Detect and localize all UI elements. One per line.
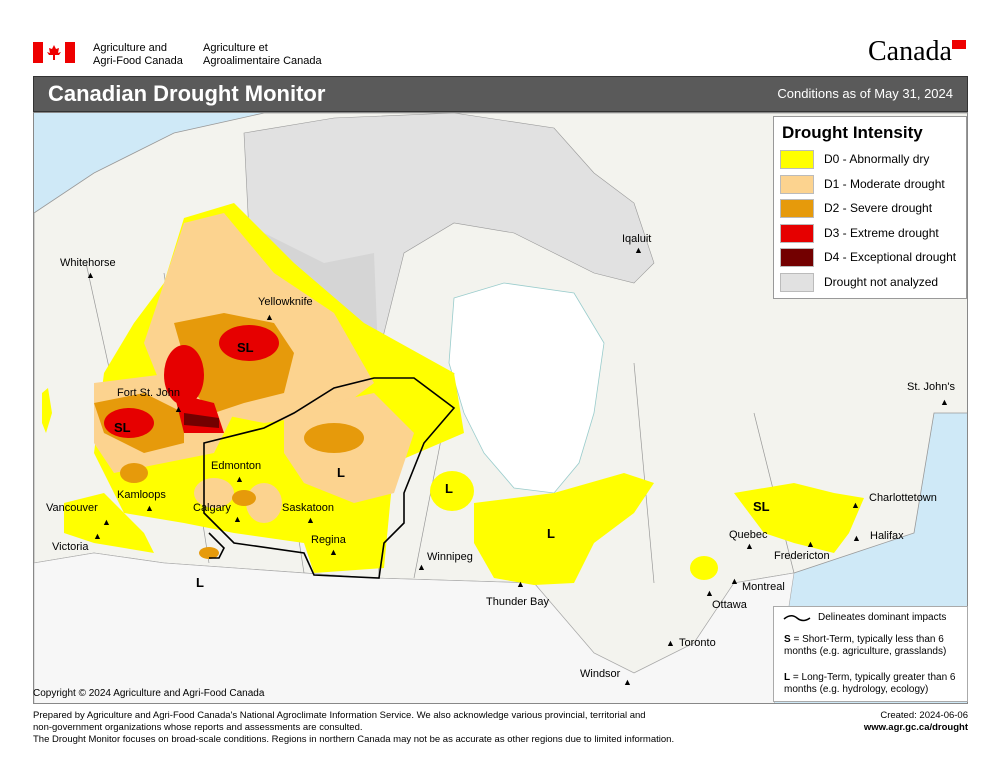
hudson-bay bbox=[448, 282, 605, 494]
city-label-yellowknife: Yellowknife bbox=[258, 296, 313, 308]
city-label-victoria: Victoria bbox=[52, 541, 89, 553]
legend-item-not-analyzed: Drought not analyzed bbox=[780, 273, 960, 293]
city-label-winnipeg: Winnipeg bbox=[427, 551, 473, 563]
city-label-halifax: Halifax bbox=[870, 530, 904, 542]
city-label-iqaluit: Iqaluit bbox=[622, 233, 652, 245]
city-label-vancouver: Vancouver bbox=[46, 502, 98, 514]
title-bar: Canadian Drought Monitor Conditions as o… bbox=[33, 76, 968, 112]
city-marker-icon: ▲ bbox=[174, 404, 183, 414]
legend-item-d3: D3 - Extreme drought bbox=[780, 224, 960, 244]
wordmark-flag-icon bbox=[952, 40, 966, 49]
impact-label-sl-maritimes: SL bbox=[753, 499, 770, 514]
impact-line-icon bbox=[783, 615, 811, 622]
drought-map bbox=[33, 112, 968, 704]
city-marker-icon: ▲ bbox=[730, 576, 739, 586]
city-label-edmonton: Edmonton bbox=[211, 460, 262, 472]
legend-swatch bbox=[780, 175, 814, 194]
city-marker-icon: ▲ bbox=[145, 503, 154, 513]
city-marker-icon: ▲ bbox=[851, 500, 860, 510]
city-label-saskatoon: Saskatoon bbox=[282, 502, 334, 514]
city-marker-icon: ▲ bbox=[806, 539, 815, 549]
city-marker-icon: ▲ bbox=[265, 312, 274, 322]
city-marker-icon: ▲ bbox=[417, 562, 426, 572]
city-marker-icon: ▲ bbox=[516, 579, 525, 589]
legend-label: D2 - Severe drought bbox=[824, 201, 933, 215]
impact-line-label: Delineates dominant impacts bbox=[818, 612, 947, 623]
legend-label: Drought not analyzed bbox=[824, 275, 939, 289]
org-name-en: Agriculture and Agri-Food Canada bbox=[93, 42, 183, 67]
city-marker-icon: ▲ bbox=[93, 531, 102, 541]
city-label-whitehorse: Whitehorse bbox=[60, 257, 116, 269]
city-label-quebec: Quebec bbox=[729, 529, 768, 541]
city-marker-icon: ▲ bbox=[329, 547, 338, 557]
impact-label-sl-nwt: SL bbox=[237, 340, 254, 355]
legend-item-d2: D2 - Severe drought bbox=[780, 199, 960, 219]
impact-label-l-manitoba: L bbox=[445, 481, 453, 496]
conditions-date: Conditions as of May 31, 2024 bbox=[777, 86, 953, 101]
city-label-fort-st-john: Fort St. John bbox=[117, 387, 180, 399]
page-title: Canadian Drought Monitor bbox=[48, 81, 326, 106]
short-term-note: S = Short-Term, typically less than 6 mo… bbox=[784, 634, 947, 657]
legend-item-d1: D1 - Moderate drought bbox=[780, 175, 960, 195]
impact-label-l-ontario: L bbox=[547, 526, 555, 541]
city-label-thunder-bay: Thunder Bay bbox=[486, 596, 549, 608]
footer-text: Prepared by Agriculture and Agri-Food Ca… bbox=[33, 710, 675, 745]
city-label-toronto: Toronto bbox=[679, 637, 716, 649]
city-marker-icon: ▲ bbox=[940, 397, 949, 407]
canada-wordmark: Canada bbox=[868, 36, 952, 67]
legend-label: D4 - Exceptional drought bbox=[824, 250, 957, 264]
canada-flag-icon bbox=[33, 42, 75, 63]
notes-box: Delineates dominant impacts S = Short-Te… bbox=[773, 606, 968, 702]
legend-label: D0 - Abnormally dry bbox=[824, 152, 930, 166]
city-marker-icon: ▲ bbox=[666, 638, 675, 648]
city-label-regina: Regina bbox=[311, 534, 346, 546]
city-marker-icon: ▲ bbox=[102, 517, 111, 527]
legend-swatch bbox=[780, 248, 814, 267]
created-date: Created: 2024-06-06 bbox=[880, 710, 968, 721]
legend-swatch bbox=[780, 150, 814, 169]
drought-url[interactable]: www.agr.gc.ca/drought bbox=[863, 722, 968, 733]
city-marker-icon: ▲ bbox=[235, 474, 244, 484]
legend-item-d4: D4 - Exceptional drought bbox=[780, 248, 960, 268]
usa-landmass bbox=[34, 552, 795, 703]
city-marker-icon: ▲ bbox=[852, 533, 861, 543]
impact-label-l-southbc: L bbox=[196, 575, 204, 590]
org-name-fr: Agriculture et Agroalimentaire Canada bbox=[203, 42, 322, 67]
city-label-ottawa: Ottawa bbox=[712, 599, 747, 611]
city-marker-icon: ▲ bbox=[745, 541, 754, 551]
legend-label: D1 - Moderate drought bbox=[824, 177, 945, 191]
copyright: Copyright © 2024 Agriculture and Agri-Fo… bbox=[33, 688, 265, 699]
legend-swatch bbox=[780, 224, 814, 243]
legend-label: D3 - Extreme drought bbox=[824, 226, 939, 240]
city-label-windsor: Windsor bbox=[580, 668, 621, 680]
city-marker-icon: ▲ bbox=[306, 515, 315, 525]
city-marker-icon: ▲ bbox=[233, 514, 242, 524]
city-marker-icon: ▲ bbox=[705, 588, 714, 598]
city-label-montreal: Montreal bbox=[742, 581, 785, 593]
legend-swatch bbox=[780, 199, 814, 218]
city-label-st-johns: St. John's bbox=[907, 381, 955, 393]
legend-item-d0: D0 - Abnormally dry bbox=[780, 150, 960, 170]
city-label-fredericton: Fredericton bbox=[774, 550, 830, 562]
legend-swatch bbox=[780, 273, 814, 292]
city-label-kamloops: Kamloops bbox=[117, 489, 166, 501]
impact-label-l-sask: L bbox=[337, 465, 345, 480]
city-marker-icon: ▲ bbox=[623, 677, 632, 687]
city-label-calgary: Calgary bbox=[193, 502, 231, 514]
city-label-charlottetown: Charlottetown bbox=[869, 492, 937, 504]
long-term-note: L = Long-Term, typically greater than 6 … bbox=[784, 672, 956, 695]
city-marker-icon: ▲ bbox=[86, 270, 95, 280]
legend: Drought Intensity D0 - Abnormally dry D1… bbox=[773, 116, 967, 299]
impact-label-sl-bc: SL bbox=[114, 420, 131, 435]
legend-title: Drought Intensity bbox=[782, 123, 923, 142]
city-marker-icon: ▲ bbox=[634, 245, 643, 255]
